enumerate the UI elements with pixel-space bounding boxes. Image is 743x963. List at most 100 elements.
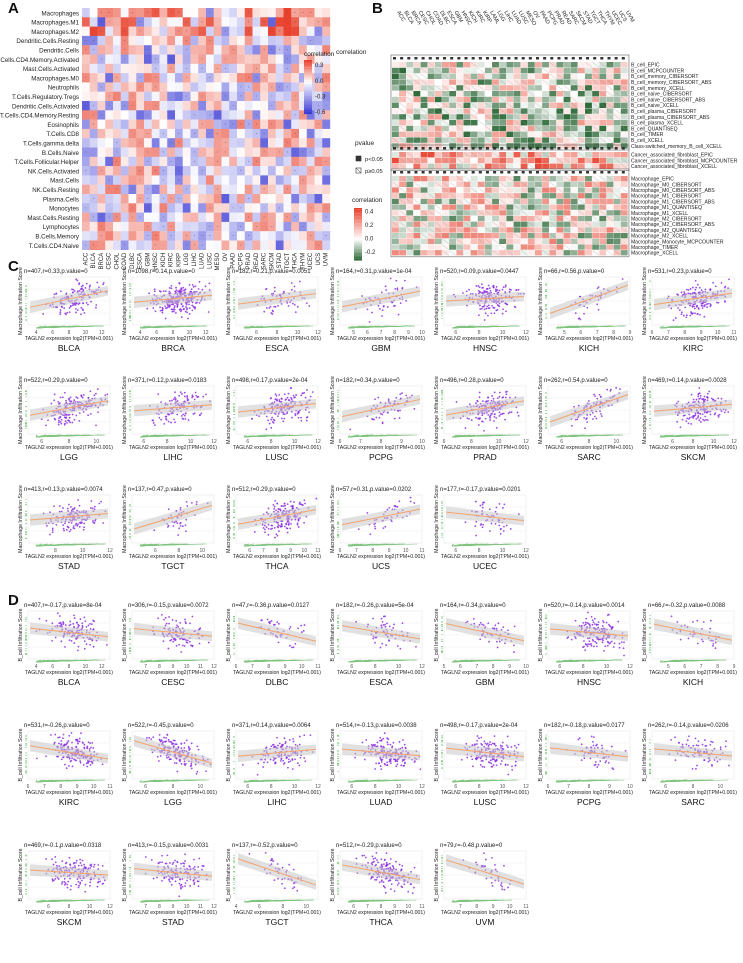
heatmap-b-cell-hatch <box>456 163 464 170</box>
heatmap-b-cell-hatch <box>556 108 564 114</box>
heatmap-a-cell-mark: * <box>194 234 196 238</box>
heatmap-b-cell-hatch <box>477 85 485 91</box>
heatmap-b-cell <box>449 91 457 97</box>
scatter-c-point <box>292 394 295 397</box>
heatmap-b-cell-hatch <box>484 249 492 256</box>
heatmap-a-cell <box>322 8 331 18</box>
scatter-c-point <box>689 288 692 290</box>
heatmap-a-cell <box>291 63 300 74</box>
heatmap-a-cell <box>105 184 114 195</box>
heatmap-a-cell <box>206 63 214 74</box>
heatmap-b-cell <box>427 215 435 222</box>
heatmap-a-legend-swatch <box>304 83 312 86</box>
heatmap-a-cell <box>182 26 191 37</box>
heatmap-b-cell-hatch <box>570 163 578 170</box>
heatmap-a-cell <box>105 82 114 92</box>
heatmap-b-cell <box>420 238 428 244</box>
heatmap-a-cell-mark: * <box>101 11 103 15</box>
scatter-c-point <box>691 286 694 289</box>
heatmap-a-cell-mark: * <box>93 123 95 127</box>
heatmap-b-cell <box>535 193 542 199</box>
heatmap-b-cell <box>463 91 471 97</box>
scatter-c-point <box>71 413 74 416</box>
heatmap-b-cell-hatch <box>520 131 528 138</box>
heatmap-a-cell <box>322 184 331 195</box>
heatmap-b-cell <box>470 143 478 149</box>
heatmap-b-cell-hatch <box>420 73 428 80</box>
heatmap-b-cell-hatch <box>406 79 414 85</box>
heatmap-b-row-label: B_cell_memory_CIBERSORT <box>631 74 699 80</box>
heatmap-a-cell <box>221 101 230 111</box>
heatmap-b-cell-hatch <box>427 90 435 97</box>
heatmap-b-cell <box>549 102 557 108</box>
heatmap-a-cell <box>268 194 276 204</box>
heatmap-a-cell <box>213 17 222 27</box>
heatmap-a-cell <box>82 147 90 157</box>
heatmap-a-cell <box>128 138 137 148</box>
heatmap-a-cell <box>314 54 323 64</box>
heatmap-a-cell <box>213 128 222 139</box>
scatter-c-point <box>282 413 285 415</box>
heatmap-a-cell <box>314 91 323 102</box>
scatter-c-point <box>60 418 63 421</box>
heatmap-a-cell-mark: * <box>326 20 328 24</box>
scatter-c-point <box>179 289 181 292</box>
heatmap-b-cell-hatch <box>599 137 607 143</box>
heatmap-a-cell <box>314 166 323 176</box>
heatmap-a-cell <box>299 8 307 18</box>
scatter-c-point <box>277 412 280 415</box>
heatmap-a-cell <box>306 203 315 213</box>
heatmap-a-cell <box>244 147 253 157</box>
heatmap-b-cell-hatch <box>499 108 507 114</box>
heatmap-b-cell <box>420 244 428 250</box>
heatmap-b-cell <box>613 244 621 250</box>
heatmap-a-col-label: ESCA <box>138 253 144 269</box>
heatmap-b-cell <box>420 198 428 205</box>
heatmap-b-cell-hatch <box>456 114 464 120</box>
heatmap-b-legend-swatch <box>354 216 362 219</box>
heatmap-b-cell-hatch <box>577 151 585 158</box>
scatter-c-point <box>480 307 483 310</box>
heatmap-a-cell-mark: * <box>147 188 149 192</box>
heatmap-a-cell <box>82 63 90 74</box>
heatmap-a-col-label: THYM <box>300 253 306 270</box>
heatmap-a-cell <box>206 194 214 204</box>
heatmap-b-cell <box>620 62 628 68</box>
heatmap-a-cell-mark: * <box>194 151 196 155</box>
heatmap-a-cell <box>291 119 300 130</box>
heatmap-b-cell-hatch <box>441 108 449 114</box>
heatmap-b-annot-mark <box>464 147 468 150</box>
heatmap-b-legend-tick: -0.2 <box>365 250 376 256</box>
heatmap-b-cell <box>392 131 399 137</box>
heatmap-b-cell <box>506 233 514 239</box>
heatmap-b-annot-mark <box>500 147 504 150</box>
heatmap-b-annot-mark <box>428 147 432 150</box>
heatmap-a-row-label: Macrophages <box>42 10 80 17</box>
heatmap-b-annot-mark <box>521 147 525 150</box>
heatmap-a-cell <box>120 128 129 139</box>
heatmap-a-cell-mark: * <box>295 95 297 99</box>
heatmap-b-cell <box>585 96 592 103</box>
heatmap-b-cell-hatch <box>527 137 535 143</box>
heatmap-b-cell-hatch <box>420 210 428 216</box>
heatmap-b-cell <box>542 137 549 143</box>
heatmap-b-cell <box>477 96 485 103</box>
heatmap-b-cell-hatch <box>456 61 464 68</box>
scatter-c-point <box>396 287 399 290</box>
heatmap-b-group-frame <box>390 54 630 151</box>
heatmap-a-cell <box>97 26 106 37</box>
scatter-c-point <box>75 396 78 399</box>
scatter-c-point <box>698 286 701 289</box>
heatmap-a-cell <box>299 63 307 74</box>
heatmap-a-col-label: LIHC <box>192 252 198 266</box>
heatmap-b-cell <box>506 244 514 250</box>
heatmap-b-cell <box>520 96 528 103</box>
heatmap-a-cell-mark: * <box>318 197 320 201</box>
heatmap-a-cell <box>213 45 222 55</box>
heatmap-b-cell-hatch <box>520 227 528 233</box>
heatmap-a-cell-mark: * <box>194 160 196 164</box>
heatmap-b-annot-mark <box>593 57 597 60</box>
heatmap-a-cell <box>306 194 315 204</box>
heatmap-b-cell-hatch <box>599 175 607 182</box>
heatmap-b-cell <box>506 62 514 68</box>
